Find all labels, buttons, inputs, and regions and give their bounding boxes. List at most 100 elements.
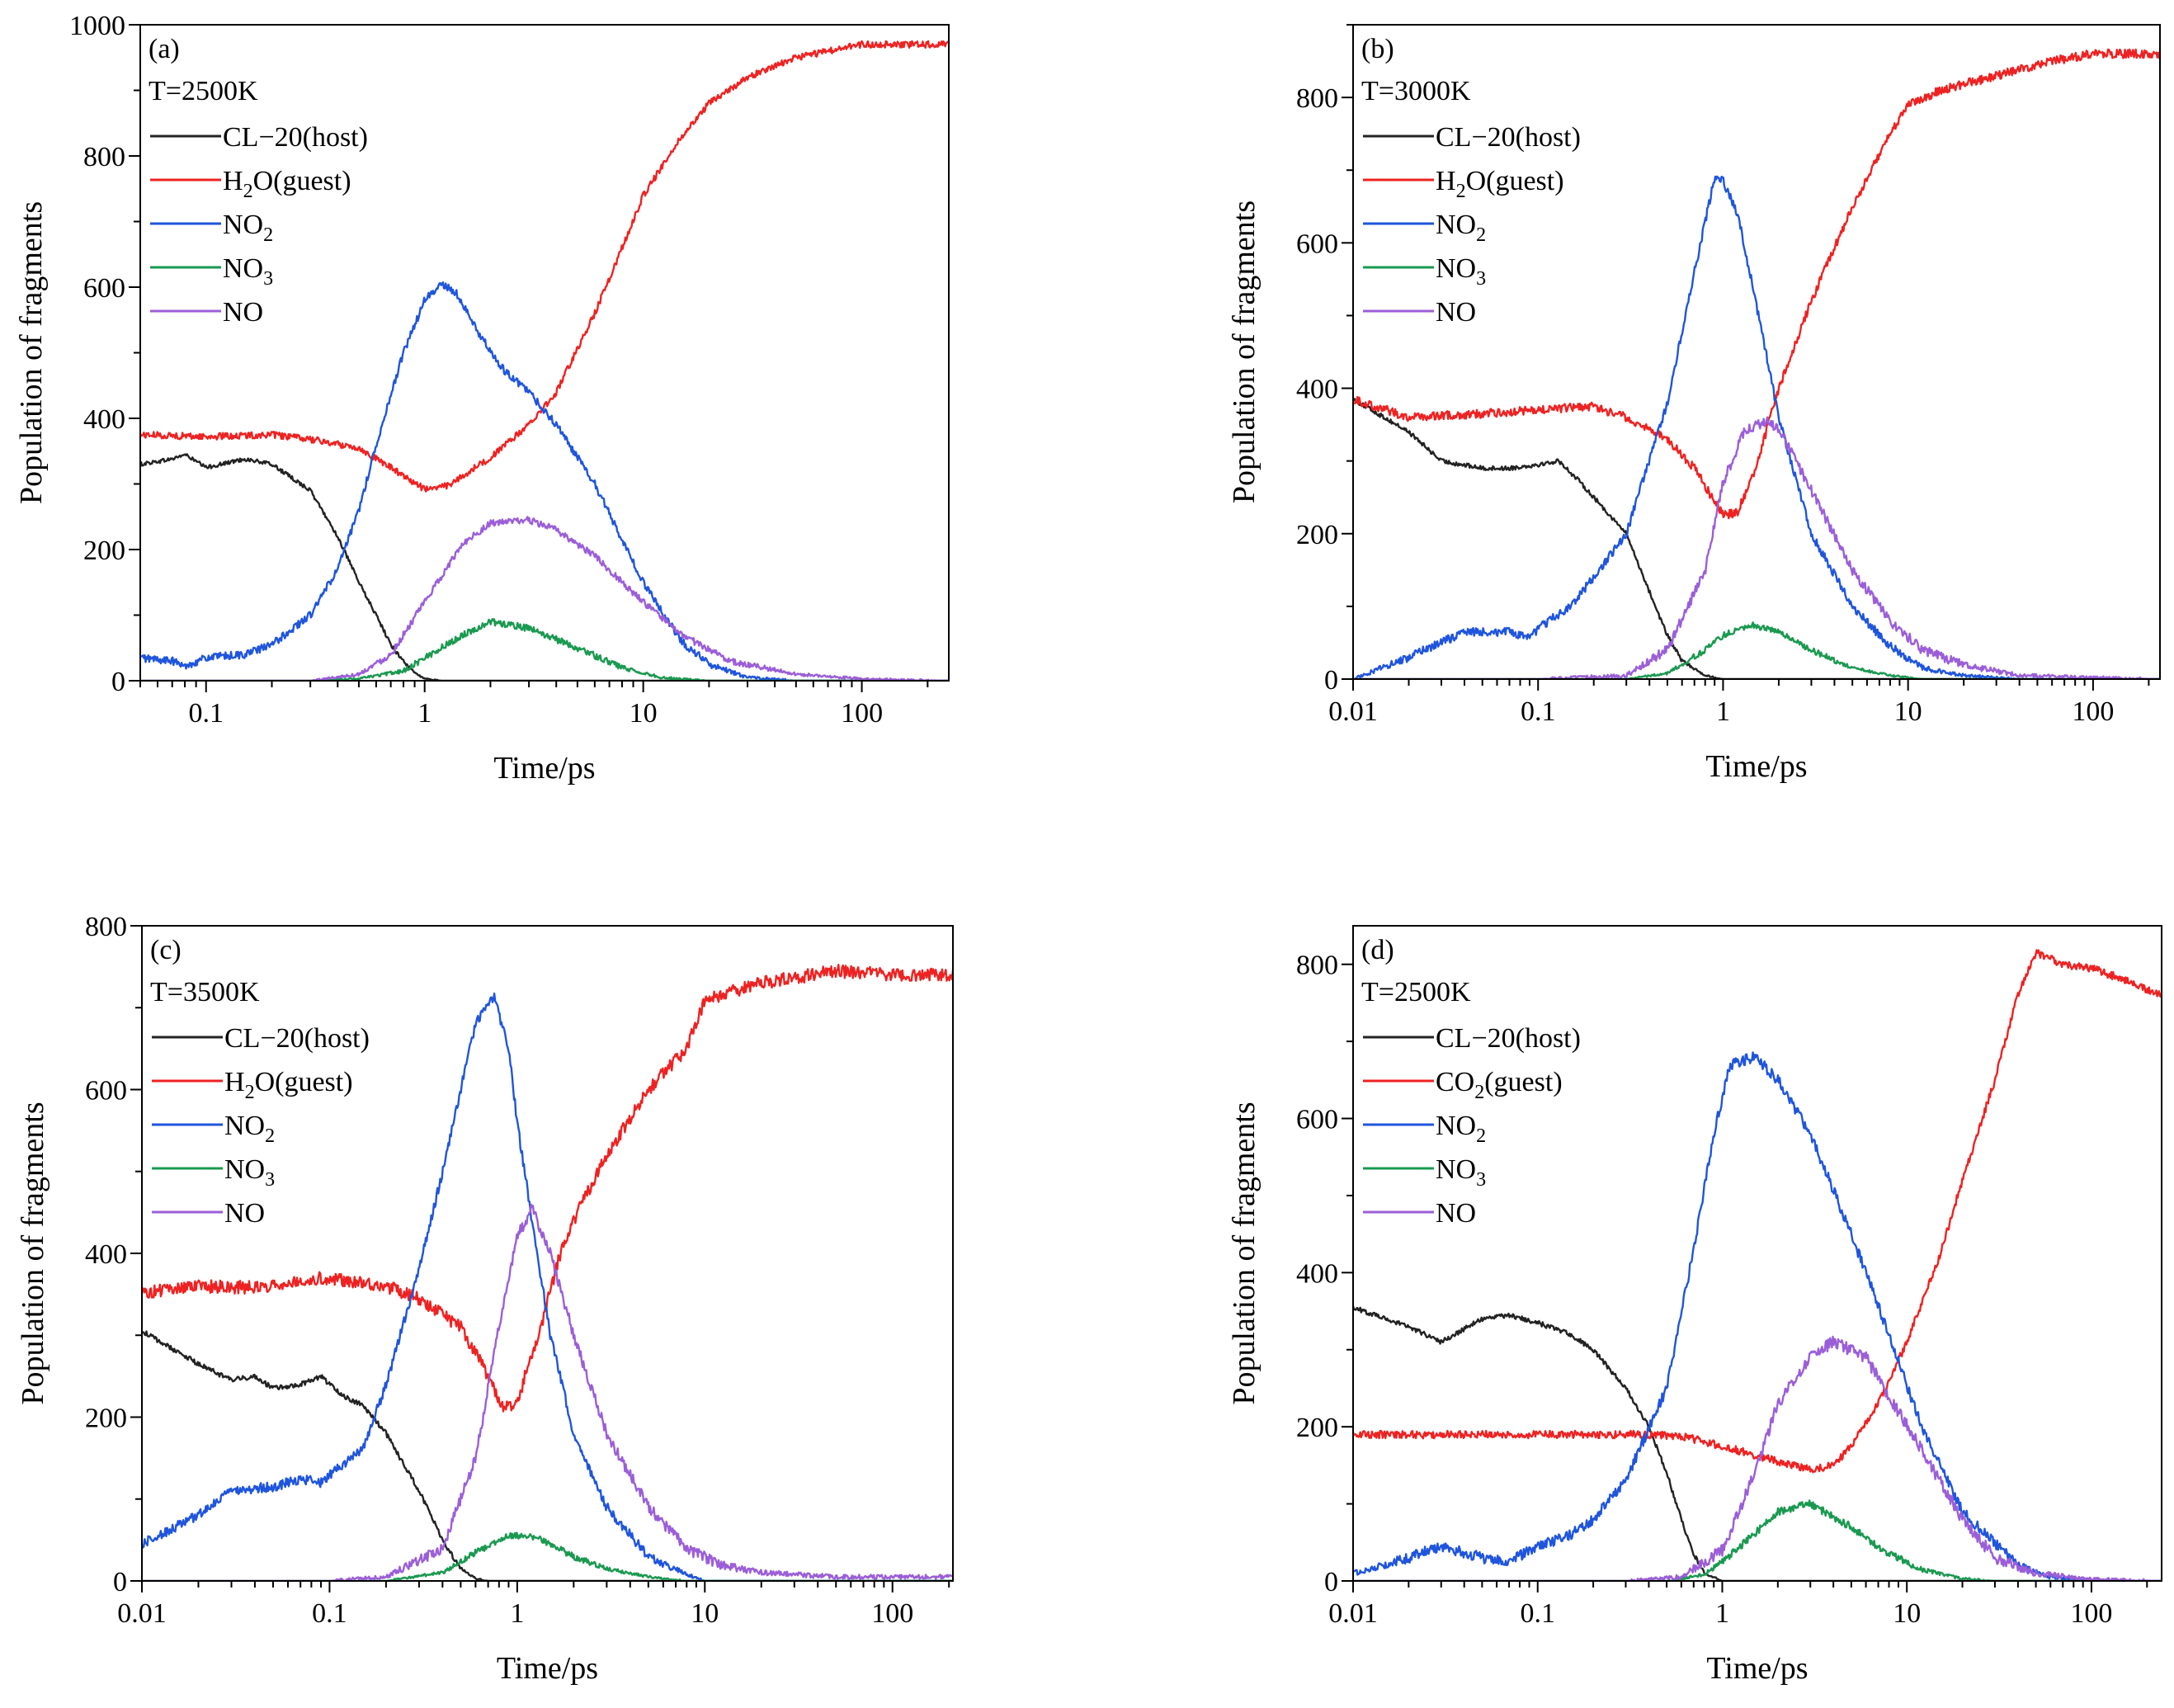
series-group [142, 964, 953, 1581]
x-tick-label: 0.01 [117, 1598, 167, 1629]
y-tick-label: 400 [83, 404, 125, 435]
legend-label-h2o-guest-: H2O(guest) [224, 1067, 353, 1103]
x-axis-title: Time/ps [497, 1651, 598, 1686]
y-tick-label: 600 [83, 273, 125, 304]
x-axis-title: Time/ps [1705, 749, 1807, 784]
legend-label-main: NO [1436, 210, 1476, 240]
legend-label-main: NO [1436, 297, 1476, 328]
x-tick-label: 1 [1715, 1598, 1729, 1629]
temperature-label: T=3000K [1361, 76, 1471, 106]
y-tick-label: 0 [113, 1567, 127, 1597]
legend-label-cl-20-host-: CL−20(host) [1436, 122, 1581, 153]
legend-label-cl-20-host-: CL−20(host) [223, 122, 368, 153]
legend-label-no: NO [1436, 1198, 1476, 1229]
temperature-label: T=2500K [149, 76, 258, 106]
y-tick-label: 800 [83, 142, 125, 172]
x-tick-label: 0.1 [312, 1598, 347, 1629]
series-line-cl-20-host- [140, 453, 949, 681]
series-line-cl-20-host- [1353, 1305, 2162, 1581]
y-tick-label: 600 [1296, 1105, 1338, 1135]
y-tick-label: 200 [85, 1404, 127, 1434]
legend-label-sub: 3 [1476, 1169, 1486, 1191]
series-line-h2o-guest- [140, 40, 949, 493]
series-line-no2 [142, 992, 953, 1581]
legend-label-main: NO [223, 253, 263, 284]
legend-label-h2o-guest-: H2O(guest) [1436, 166, 1564, 202]
legend-label-sub: 3 [1476, 268, 1486, 290]
x-tick-label: 10 [1893, 1598, 1921, 1629]
legend-label-main: NO [224, 1198, 265, 1229]
legend-label-no2: NO2 [1436, 1111, 1486, 1147]
series-line-no [1353, 1335, 2162, 1581]
y-tick-label: 800 [1296, 83, 1338, 114]
series-line-no3 [1353, 621, 2160, 679]
legend-label-main: CL−20(host) [1436, 1023, 1581, 1054]
x-tick-label: 10 [1894, 696, 1922, 727]
x-axis-title: Time/ps [1706, 1651, 1808, 1686]
y-tick-label: 1000 [69, 11, 125, 41]
legend-label-no: NO [1436, 297, 1476, 328]
series-line-h2o-guest- [1353, 48, 2160, 520]
legend-label-main: NO [223, 297, 263, 328]
series-line-h2o-guest- [142, 964, 953, 1413]
panel-label: (d) [1361, 935, 1394, 965]
legend-label-main: CO [1436, 1067, 1474, 1097]
x-tick-label: 0.1 [1520, 1598, 1555, 1629]
temperature-label: T=3500K [150, 977, 260, 1007]
y-tick-label: 0 [111, 667, 125, 697]
y-axis-title: Population of fragments [16, 1102, 50, 1404]
temperature-label: T=2500K [1361, 977, 1471, 1007]
legend-label-cl-20-host-: CL−20(host) [224, 1023, 370, 1054]
legend-label-main: NO [224, 1154, 265, 1185]
legend-label-no3: NO3 [224, 1154, 275, 1191]
y-tick-label: 400 [1296, 375, 1338, 405]
legend-label-main: NO [1436, 253, 1476, 284]
y-tick-label: 400 [85, 1239, 127, 1270]
series-line-no2 [1353, 175, 2160, 679]
y-tick-label: 200 [1296, 520, 1338, 550]
legend-label-tail: O(guest) [255, 1067, 353, 1097]
x-tick-label: 1 [417, 698, 431, 729]
axes-frame [1352, 24, 2161, 680]
legend-label-no2: NO2 [223, 210, 273, 246]
legend-label-main: NO [1436, 1111, 1476, 1141]
y-tick-label: 800 [1296, 951, 1338, 981]
x-tick-label: 0.01 [1328, 1598, 1378, 1629]
legend-label-no3: NO3 [1436, 1154, 1486, 1191]
y-tick-label: 200 [1296, 1413, 1338, 1443]
y-tick-label: 0 [1324, 1567, 1338, 1597]
y-tick-label: 600 [1296, 229, 1338, 259]
x-tick-label: 100 [2072, 696, 2114, 727]
legend-label-main: NO [223, 210, 263, 240]
x-tick-label: 0.1 [189, 698, 224, 729]
series-line-cl-20-host- [1353, 398, 2160, 679]
series-group [1353, 48, 2160, 679]
x-tick-label: 0.1 [1521, 696, 1556, 727]
series-line-no [140, 516, 949, 681]
legend-label-tail: O(guest) [1466, 166, 1564, 196]
legend-label-main: H [1436, 166, 1456, 196]
panel-b: 0 200 400 600 800 0.01 0.1 1 10 100 Time/ps Populat… [1227, 24, 2161, 784]
legend-label-sub: 2 [243, 181, 253, 202]
legend-label-no: NO [224, 1198, 265, 1229]
legend-label-sub: 3 [265, 1169, 275, 1191]
x-tick-label: 100 [871, 1598, 913, 1629]
legend-label-no2: NO2 [1436, 210, 1486, 246]
y-axis-title: Population of fragments [14, 201, 49, 504]
series-line-no3 [140, 618, 949, 681]
legend-label-tail: O(guest) [253, 166, 351, 196]
legend-label-sub: 2 [1476, 224, 1486, 246]
x-tick-label: 100 [841, 698, 883, 729]
y-tick-label: 0 [1324, 665, 1338, 696]
series-line-no2 [140, 281, 949, 681]
series-line-no [1353, 416, 2160, 679]
series-group [1353, 949, 2162, 1581]
series-line-co2-guest- [1353, 949, 2162, 1474]
x-tick-label: 1 [510, 1598, 524, 1629]
legend-label-main: H [223, 166, 243, 196]
legend-label-co2-guest-: CO2(guest) [1436, 1067, 1563, 1103]
